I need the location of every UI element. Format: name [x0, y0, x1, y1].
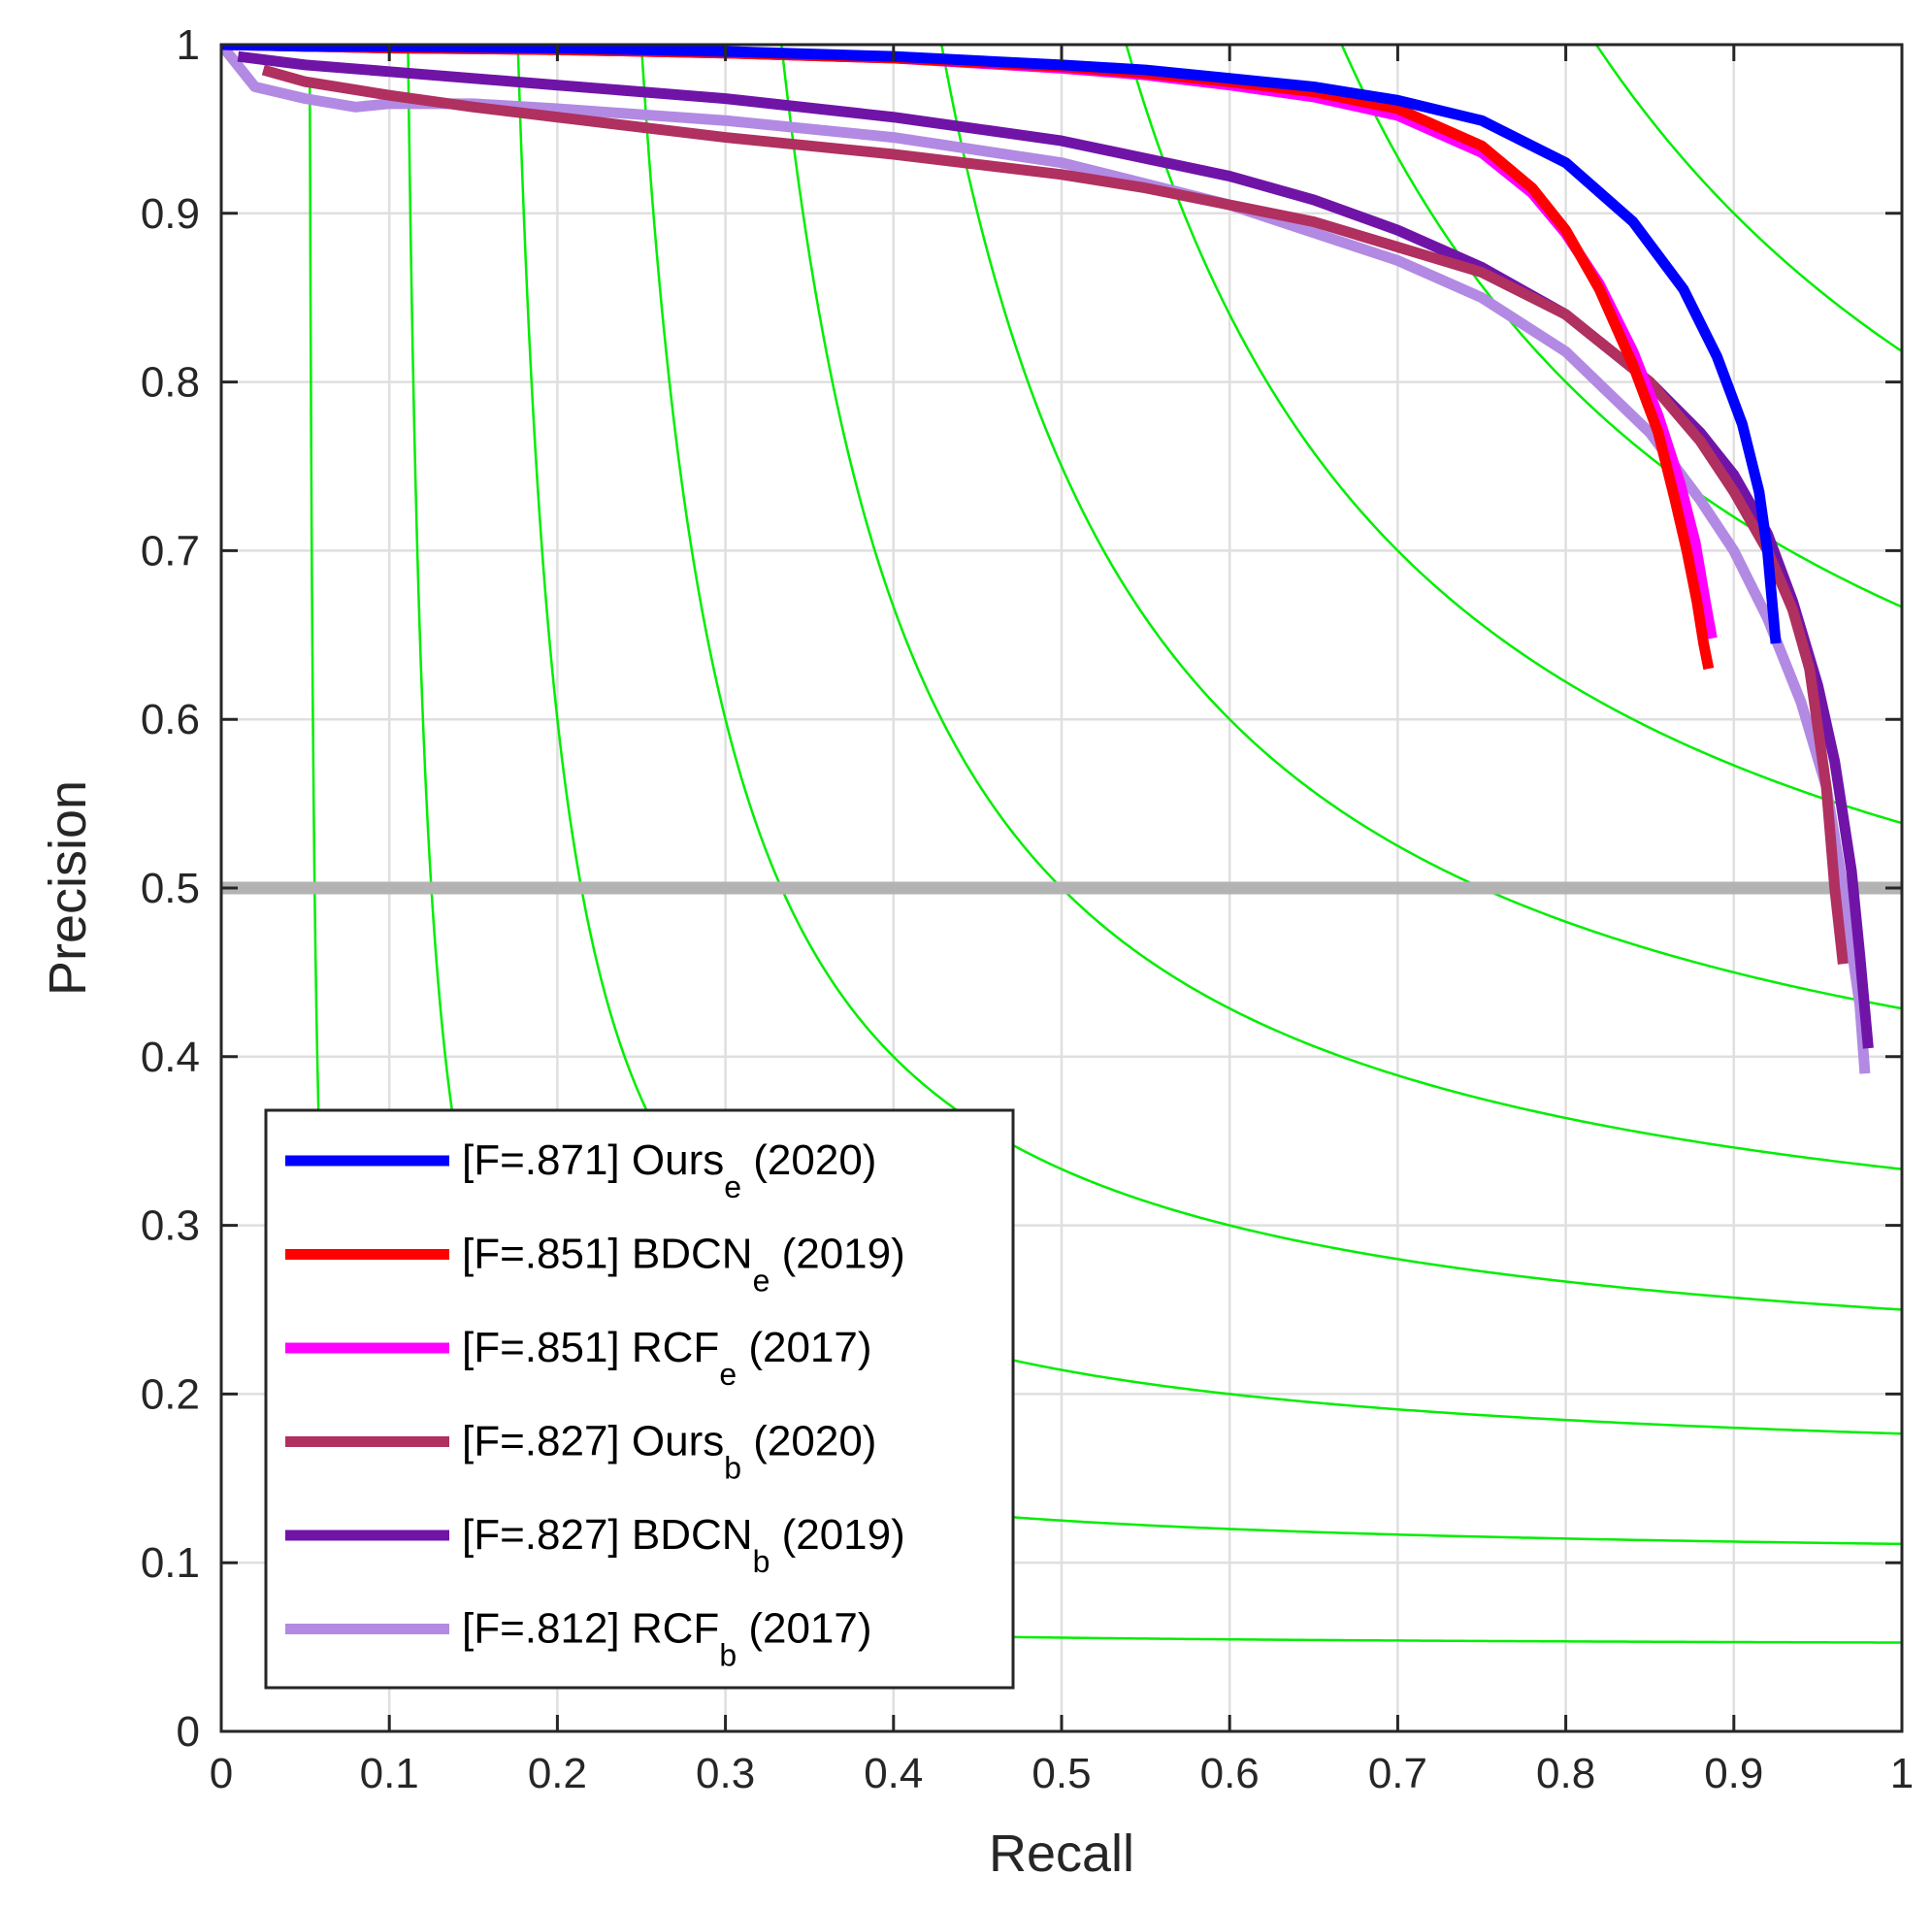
- iso-f-curve: [639, 45, 1902, 1311]
- legend-label-ours-e: [F=.871] Ourse (2020): [462, 1136, 876, 1204]
- x-tick-label: 0.4: [864, 1750, 923, 1797]
- series-line-rcf-b: [221, 45, 1871, 1074]
- legend-box: [264, 1108, 1015, 1690]
- x-tick-label: 0.5: [1031, 1750, 1091, 1797]
- y-tick-label: 0.8: [141, 359, 200, 407]
- iso-f-curve: [1125, 45, 1902, 825]
- y-tick-label: 0.3: [141, 1202, 200, 1250]
- x-tick-label: 0.9: [1704, 1750, 1763, 1797]
- tick-labels: 0 0.1 0.2 0.3 0.4 0.5 0.6 0.7 0.8 0.9 1 0 0.1 0.2 0.3 0…: [141, 21, 1914, 1797]
- iso-f-curve: [780, 45, 1902, 1170]
- x-tick-label: 1: [1890, 1750, 1914, 1797]
- iso-f-curve: [1340, 45, 1902, 609]
- x-tick-label: 0.3: [696, 1750, 755, 1797]
- legend-label-bdcn-e: [F=.851] BDCNe (2019): [462, 1231, 905, 1299]
- y-tick-label: 0.6: [141, 696, 200, 743]
- y-tick-label: 0.5: [141, 865, 200, 912]
- legend-label-rcf-e: [F=.851] RCFe (2017): [462, 1324, 872, 1392]
- axes: [219, 43, 1904, 1733]
- x-tick-label: 0.6: [1200, 1750, 1260, 1797]
- y-tick-label: 0.2: [141, 1370, 200, 1418]
- series-group: [221, 45, 1874, 1074]
- y-tick-label: 0.1: [141, 1539, 200, 1587]
- series-line-ours-e: [221, 45, 1782, 644]
- x-axis-label: Recall: [989, 1825, 1134, 1883]
- y-tick-label: 0: [177, 1708, 200, 1756]
- x-tick-label: 0: [210, 1750, 233, 1797]
- iso-f-curve: [1594, 45, 1902, 353]
- legend-label-rcf-b: [F=.812] RCFb (2017): [462, 1605, 872, 1673]
- x-tick-label: 0.8: [1536, 1750, 1595, 1797]
- series-line-rcf-e: [221, 45, 1718, 640]
- series-line-ours-b: [261, 64, 1849, 965]
- y-tick-label: 1: [177, 21, 200, 69]
- iso-f-curve: [516, 45, 1902, 1435]
- y-tick-label: 0.4: [141, 1034, 200, 1081]
- legend-label-bdcn-b: [F=.827] BDCNb (2019): [462, 1511, 905, 1579]
- legend-label-ours-b: [F=.827] Oursb (2020): [462, 1418, 876, 1486]
- legend: [F=.871] Ourse (2020) [F=.851] BDCNe (201…: [264, 1108, 1015, 1690]
- iso-f-curve: [940, 45, 1902, 1010]
- y-tick-label: 0.7: [141, 527, 200, 575]
- series-line-bdcn-b: [237, 50, 1874, 1049]
- y-axis-label: Precision: [39, 780, 97, 996]
- series-line-bdcn-e: [221, 45, 1715, 671]
- y-tick-label: 0.9: [141, 190, 200, 238]
- x-tick-label: 0.7: [1368, 1750, 1427, 1797]
- x-tick-label: 0.2: [528, 1750, 587, 1797]
- x-tick-label: 0.1: [360, 1750, 419, 1797]
